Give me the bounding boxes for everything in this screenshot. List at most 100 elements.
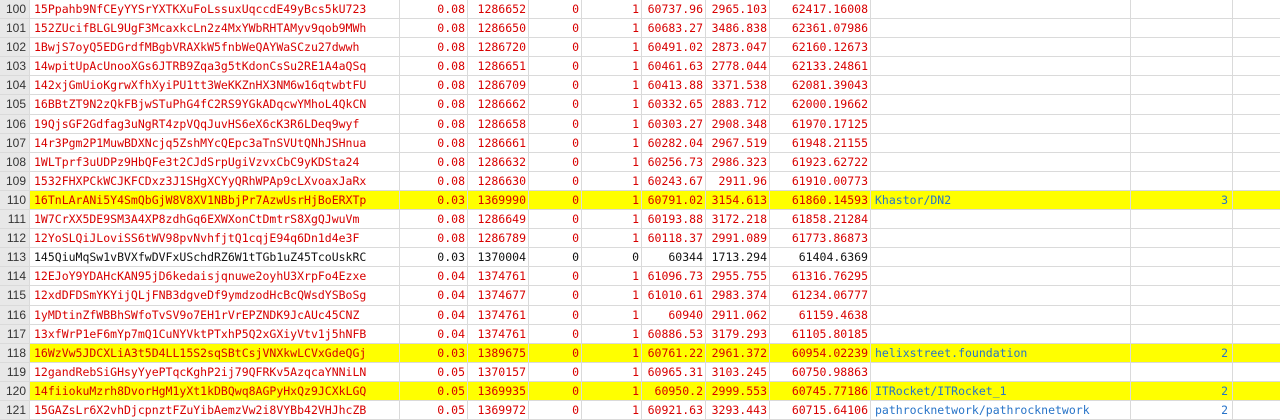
ratio-cell[interactable]: 0.04 — [400, 267, 468, 286]
value-b-cell[interactable]: 2983.374 — [706, 286, 770, 305]
name-cell[interactable]: Khastor/DN2 — [871, 190, 1131, 210]
name-cell[interactable] — [871, 76, 1131, 95]
flag-cell[interactable]: 1 — [582, 38, 642, 57]
address-cell[interactable]: 1BwjS7oyQ5EDGrdfMBgbVRAXkW5fnbWeQAYWaSCz… — [30, 38, 400, 57]
ratio-cell[interactable]: 0.08 — [400, 152, 468, 171]
value-a-cell[interactable]: 60461.63 — [642, 57, 706, 76]
address-cell[interactable]: 1yMDtinZfWBBhSWfoTvSV9o7EH1rVrEPZNDK9JcA… — [30, 305, 400, 324]
value-c-cell[interactable]: 61105.80185 — [770, 324, 871, 343]
count-cell[interactable] — [1131, 286, 1233, 305]
ratio-cell[interactable]: 0.03 — [400, 248, 468, 267]
ratio-cell[interactable]: 0.08 — [400, 0, 468, 19]
flag-cell[interactable]: 1 — [582, 305, 642, 324]
value-b-cell[interactable]: 2778.044 — [706, 57, 770, 76]
ratio-cell[interactable]: 0.08 — [400, 114, 468, 133]
count-cell[interactable] — [1131, 57, 1233, 76]
count-cell[interactable] — [1131, 305, 1233, 324]
value-a-cell[interactable]: 60921.63 — [642, 400, 706, 420]
value-c-cell[interactable]: 60745.77186 — [770, 381, 871, 400]
name-cell[interactable] — [871, 286, 1131, 305]
value-c-cell[interactable]: 62000.19662 — [770, 95, 871, 114]
flag-cell[interactable]: 1 — [582, 171, 642, 190]
flag-cell[interactable]: 1 — [582, 362, 642, 381]
block-cell[interactable]: 1369990 — [468, 190, 529, 210]
zero-cell[interactable]: 0 — [529, 152, 582, 171]
count-cell[interactable] — [1131, 362, 1233, 381]
count-cell[interactable] — [1131, 0, 1233, 19]
value-c-cell[interactable]: 61858.21284 — [770, 210, 871, 229]
address-cell[interactable]: 1W7CrXX5DE9SM3A4XP8zdhGq6EXWXonCtDmtrS8X… — [30, 210, 400, 229]
flag-cell[interactable]: 1 — [582, 95, 642, 114]
name-cell[interactable]: helixstreet.foundation — [871, 343, 1131, 362]
block-cell[interactable]: 1389675 — [468, 343, 529, 362]
block-cell[interactable]: 1374761 — [468, 267, 529, 286]
row-header[interactable]: 102 — [0, 38, 30, 57]
block-cell[interactable]: 1286661 — [468, 133, 529, 152]
value-a-cell[interactable]: 60737.96 — [642, 0, 706, 19]
empty-cell[interactable] — [1233, 343, 1280, 362]
empty-cell[interactable] — [1233, 401, 1280, 419]
block-cell[interactable]: 1286652 — [468, 0, 529, 19]
value-b-cell[interactable]: 2965.103 — [706, 0, 770, 19]
value-c-cell[interactable]: 60715.64106 — [770, 400, 871, 420]
name-cell[interactable] — [871, 324, 1131, 343]
count-cell[interactable]: 2 — [1131, 381, 1233, 400]
empty-cell[interactable] — [1233, 19, 1280, 37]
count-cell[interactable]: 2 — [1131, 400, 1233, 420]
empty-cell[interactable] — [1233, 248, 1280, 266]
zero-cell[interactable]: 0 — [529, 362, 582, 381]
row-header[interactable]: 104 — [0, 76, 30, 95]
zero-cell[interactable]: 0 — [529, 57, 582, 76]
block-cell[interactable]: 1286720 — [468, 38, 529, 57]
row-header[interactable]: 120 — [0, 381, 30, 400]
block-cell[interactable]: 1286632 — [468, 152, 529, 171]
value-b-cell[interactable]: 2911.062 — [706, 305, 770, 324]
block-cell[interactable]: 1286651 — [468, 57, 529, 76]
address-cell[interactable]: 142xjGmUioKgrwXfhXyiPU1tt3WeKKZnHX3NM6w1… — [30, 76, 400, 95]
count-cell[interactable] — [1131, 76, 1233, 95]
value-a-cell[interactable]: 60243.67 — [642, 171, 706, 190]
zero-cell[interactable]: 0 — [529, 286, 582, 305]
value-b-cell[interactable]: 3371.538 — [706, 76, 770, 95]
zero-cell[interactable]: 0 — [529, 343, 582, 362]
name-cell[interactable] — [871, 305, 1131, 324]
count-cell[interactable] — [1131, 152, 1233, 171]
value-a-cell[interactable]: 60256.73 — [642, 152, 706, 171]
block-cell[interactable]: 1286662 — [468, 95, 529, 114]
count-cell[interactable] — [1131, 171, 1233, 190]
value-b-cell[interactable]: 2883.712 — [706, 95, 770, 114]
row-header[interactable]: 105 — [0, 95, 30, 114]
empty-cell[interactable] — [1233, 0, 1280, 18]
address-cell[interactable]: 13xfWrP1eF6mYp7mQ1CuNYVktPTxhP5Q2xGXiyVt… — [30, 324, 400, 343]
empty-cell[interactable] — [1233, 363, 1280, 381]
count-cell[interactable] — [1131, 95, 1233, 114]
empty-cell[interactable] — [1233, 325, 1280, 343]
value-b-cell[interactable]: 2911.96 — [706, 171, 770, 190]
ratio-cell[interactable]: 0.08 — [400, 229, 468, 248]
row-header[interactable]: 113 — [0, 248, 30, 267]
name-cell[interactable] — [871, 114, 1131, 133]
row-header[interactable]: 114 — [0, 267, 30, 286]
value-b-cell[interactable]: 3486.838 — [706, 19, 770, 38]
address-cell[interactable]: 14r3Pgm2P1MuwBDXNcjq5ZshMYcQEpc3aTnSVUtQ… — [30, 133, 400, 152]
count-cell[interactable] — [1131, 133, 1233, 152]
block-cell[interactable]: 1286630 — [468, 171, 529, 190]
row-header[interactable]: 101 — [0, 19, 30, 38]
name-cell[interactable] — [871, 57, 1131, 76]
count-cell[interactable]: 3 — [1131, 190, 1233, 210]
flag-cell[interactable]: 1 — [582, 400, 642, 420]
address-cell[interactable]: 16WzVw5JDCXLiA3t5D4LL15S2sqSBtCsjVNXkwLC… — [30, 343, 400, 362]
ratio-cell[interactable]: 0.08 — [400, 95, 468, 114]
flag-cell[interactable]: 1 — [582, 229, 642, 248]
flag-cell[interactable]: 1 — [582, 381, 642, 400]
value-a-cell[interactable]: 60303.27 — [642, 114, 706, 133]
ratio-cell[interactable]: 0.04 — [400, 305, 468, 324]
empty-cell[interactable] — [1233, 134, 1280, 152]
row-header[interactable]: 121 — [0, 400, 30, 420]
value-a-cell[interactable]: 60965.31 — [642, 362, 706, 381]
flag-cell[interactable]: 1 — [582, 152, 642, 171]
count-cell[interactable] — [1131, 19, 1233, 38]
value-a-cell[interactable]: 60940 — [642, 305, 706, 324]
name-cell[interactable] — [871, 95, 1131, 114]
value-c-cell[interactable]: 61773.86873 — [770, 229, 871, 248]
